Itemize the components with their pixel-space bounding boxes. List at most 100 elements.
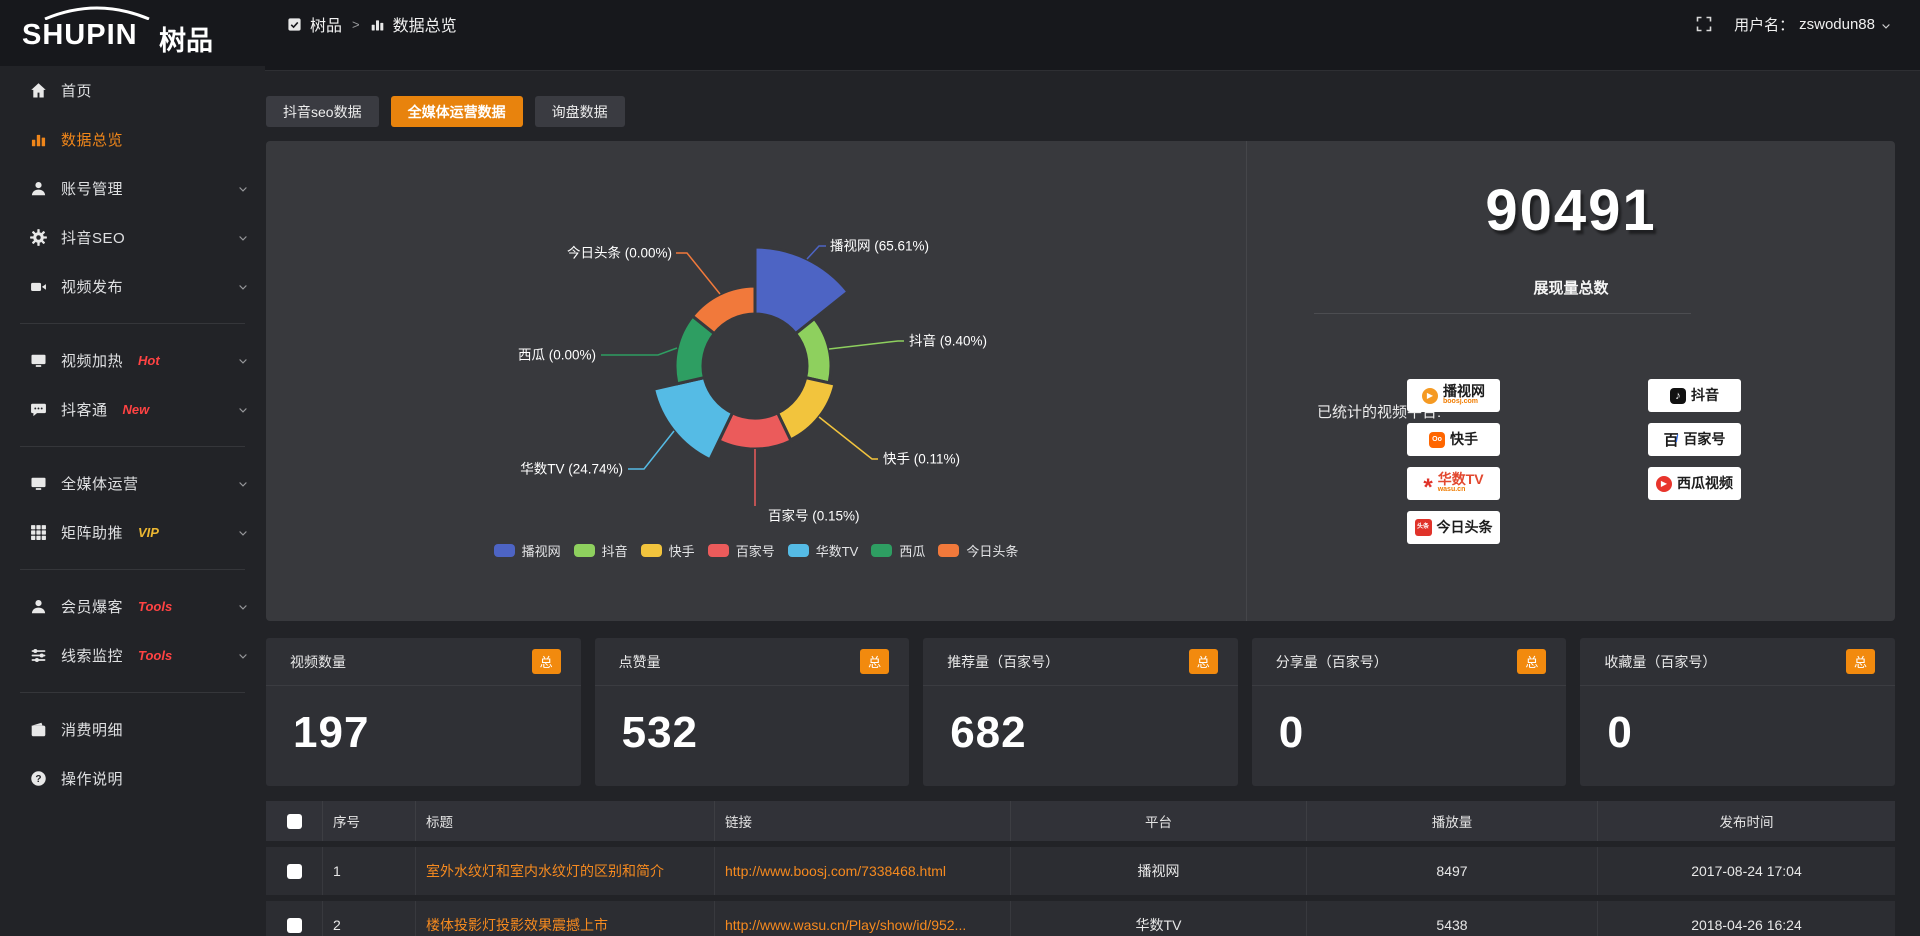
- platform-badge-抖音: ♪ 抖音: [1648, 379, 1741, 412]
- row-checkbox[interactable]: [286, 864, 302, 880]
- sidebar-item-video-publish[interactable]: 视频发布: [0, 262, 265, 311]
- sidebar-item-badge: VIP: [138, 525, 159, 540]
- sidebar-item-leads-monitor[interactable]: 线索监控 Tools: [0, 631, 265, 680]
- platform-badge-百家号: 百 / 百家号: [1648, 423, 1741, 456]
- cell-url-link[interactable]: http://www.boosj.com/7338468.html: [725, 863, 947, 879]
- wasu-logo-icon: *: [1423, 473, 1433, 501]
- bar-chart-icon: [31, 134, 46, 147]
- topbar-right: 用户名： zswodun88: [1696, 0, 1892, 48]
- stat-card-value: 682: [950, 708, 1027, 757]
- user-menu[interactable]: 用户名： zswodun88: [1734, 14, 1892, 35]
- legend-marker: [787, 544, 809, 557]
- platform-subtext: boosj.com: [1443, 398, 1479, 405]
- pie-label-西瓜: 西瓜 (0.00%): [518, 348, 596, 363]
- platform-name: 快手: [1450, 431, 1478, 447]
- breadcrumb-root[interactable]: 树品: [310, 18, 343, 35]
- column-header-发布时间: 发布时间: [1598, 801, 1895, 841]
- breadcrumb-separator: >: [352, 16, 360, 32]
- sidebar-item-home[interactable]: 首页: [0, 66, 265, 115]
- legend-item-百家号[interactable]: 百家号: [707, 541, 775, 560]
- cell-url-link[interactable]: http://www.wasu.cn/Play/show/id/952...: [725, 917, 967, 933]
- table-row: 1 室外水纹灯和室内水纹灯的区别和简介 http://www.boosj.com/7…: [266, 847, 1895, 895]
- platform-badge-西瓜视频: ▶ 西瓜视频: [1648, 467, 1741, 500]
- user-icon: [31, 182, 46, 196]
- sidebar-item-help[interactable]: ? 操作说明: [0, 754, 265, 803]
- chevron-down-icon: [239, 407, 247, 413]
- sidebar-item-label: 账号管理: [61, 181, 124, 198]
- sidebar-item-badge: New: [122, 402, 150, 417]
- boosj-logo-icon: ▶: [1422, 387, 1438, 404]
- logo: SHUPIN 树品: [22, 6, 242, 60]
- tab-inquiry-data[interactable]: 询盘数据: [534, 96, 625, 127]
- cell-views: 8497: [1307, 847, 1598, 895]
- chevron-down-icon: [239, 653, 247, 659]
- tab-douyin-seo-data[interactable]: 抖音seo数据: [266, 96, 379, 127]
- sidebar-item-account[interactable]: 账号管理: [0, 164, 265, 213]
- legend-label: 抖音: [601, 544, 628, 559]
- pie-slice-华数TV[interactable]: [651, 375, 735, 462]
- sidebar-divider: [20, 569, 245, 570]
- stat-card-label: 视频数量: [290, 653, 346, 670]
- sidebar-item-spend-detail[interactable]: 消费明细: [0, 705, 265, 754]
- legend-item-西瓜[interactable]: 西瓜: [871, 541, 925, 560]
- sidebar-item-label: 数据总览: [61, 132, 124, 149]
- video-table-section: 序号 标题 链接 平台 播放量 发布时间 1 室外水纹灯和室内水纹灯的区别和简介 http://…: [266, 795, 1895, 936]
- sidebar-item-doukertong[interactable]: 抖客通 New: [0, 385, 265, 434]
- legend-marker: [493, 544, 515, 557]
- total-badge: 总: [860, 649, 890, 674]
- topbar: SHUPIN 树品 树品 > 数据总览 用户名： zswodun88: [0, 0, 1920, 56]
- sidebar-item-label: 线索监控: [61, 648, 124, 665]
- logo-text: SHUPIN: [22, 19, 138, 51]
- cell-time: 2018-04-26 16:24: [1598, 901, 1895, 936]
- pie-slice-抖音[interactable]: [793, 316, 833, 385]
- pie-slice-播视网[interactable]: [753, 245, 851, 336]
- legend-item-播视网[interactable]: 播视网: [493, 541, 561, 560]
- legend-item-快手[interactable]: 快手: [640, 541, 695, 560]
- cell-title-link[interactable]: 楼体投影灯投影效果震撼上市: [426, 917, 608, 933]
- cell-platform: 播视网: [1011, 847, 1307, 895]
- sidebar-item-media-ops[interactable]: 全媒体运营: [0, 459, 265, 508]
- sidebar-item-label: 全媒体运营: [61, 476, 139, 493]
- sidebar-item-video-heat[interactable]: 视频加热 Hot: [0, 336, 265, 385]
- cell-index: 1: [323, 847, 416, 895]
- legend-item-华数TV[interactable]: 华数TV: [787, 541, 858, 560]
- row-checkbox[interactable]: [286, 918, 302, 934]
- platform-badges-col2: ♪ 抖音百 / 百家号 ▶ 西瓜视频: [1648, 379, 1741, 500]
- summary-section: 90491 展现量总数 已统计的视频平台: ▶ 播视网 boosj.com Oo 快手 *…: [1246, 141, 1895, 621]
- legend-item-抖音[interactable]: 抖音: [573, 541, 628, 560]
- sidebar-divider: [20, 323, 245, 324]
- legend-marker: [640, 544, 662, 557]
- rose-pie-svg: 播视网 (65.61%) 抖音 (9.40%) 快手 (0.11%) 百家号 (0.1…: [518, 239, 987, 524]
- sidebar-item-badge: Hot: [138, 353, 160, 368]
- stat-card-视频数量: 视频数量 总 197: [266, 638, 581, 786]
- cell-index: 2: [323, 901, 416, 936]
- username-label: 用户名：: [1734, 16, 1795, 34]
- total-badge: 总: [1517, 649, 1547, 674]
- stat-card-label: 收藏量（百家号）: [1604, 653, 1717, 670]
- cell-title-link[interactable]: 室外水纹灯和室内水纹灯的区别和简介: [426, 863, 664, 879]
- grid-icon: [31, 525, 46, 540]
- svg-text:?: ?: [35, 774, 41, 785]
- table-row: 2 楼体投影灯投影效果震撼上市 http://www.wasu.cn/Play/sh…: [266, 901, 1895, 936]
- stat-card-点赞量: 点赞量 总 532: [594, 638, 910, 786]
- legend-item-今日头条[interactable]: 今日头条: [938, 541, 1018, 560]
- cell-time: 2017-08-24 17:04: [1598, 847, 1895, 895]
- select-all-checkbox[interactable]: [286, 813, 302, 829]
- sidebar-item-matrix-boost[interactable]: 矩阵助推 VIP: [0, 508, 265, 557]
- kuaishou-logo-icon: Oo: [1429, 431, 1445, 448]
- sidebar-item-data-overview[interactable]: 数据总览: [0, 115, 265, 164]
- stat-card-label: 点赞量: [618, 653, 661, 670]
- sidebar-item-douyin-seo[interactable]: 抖音SEO: [0, 213, 265, 262]
- legend-marker: [707, 544, 729, 557]
- pie-legend: 播视网 抖音 快手 百家号 华数TV 西瓜 今日头条: [266, 541, 1246, 560]
- tab-media-ops-data[interactable]: 全媒体运营数据: [390, 96, 523, 127]
- legend-label: 百家号: [735, 544, 775, 559]
- chevron-down-icon: [239, 604, 247, 610]
- summary-divider: [1314, 313, 1691, 314]
- stat-card-value: 0: [1278, 708, 1305, 757]
- stat-card-label: 分享量（百家号）: [1275, 653, 1388, 670]
- total-impressions-label: 展现量总数: [1533, 280, 1609, 297]
- pie-slice-今日头条[interactable]: [690, 284, 757, 336]
- sidebar-item-member-burst[interactable]: 会员爆客 Tools: [0, 582, 265, 631]
- fullscreen-icon[interactable]: [1696, 16, 1712, 32]
